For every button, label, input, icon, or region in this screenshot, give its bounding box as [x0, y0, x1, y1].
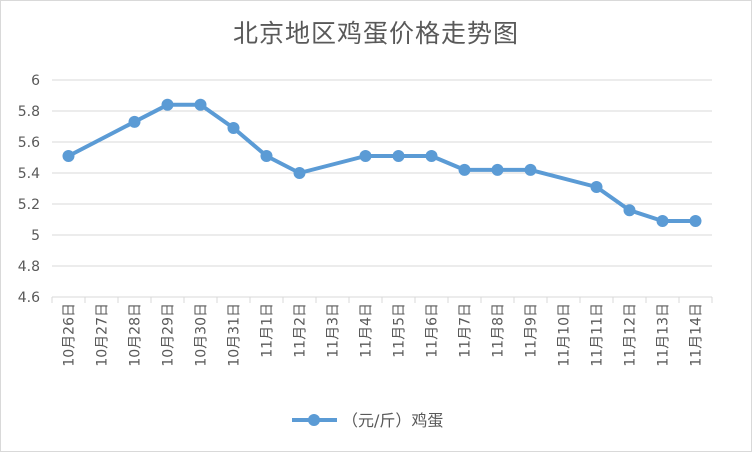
y-tick-label: 6 [31, 73, 40, 89]
data-point [260, 149, 273, 162]
x-tick-label: 11月4日 [359, 303, 375, 358]
data-point [227, 122, 240, 135]
x-tick-label: 11月7日 [458, 303, 474, 358]
data-point [491, 163, 504, 176]
series-layer [62, 98, 702, 228]
x-axis: 10月26日 10月27日 10月28日 10月29日 10月30日 10月31日 11月1… [51, 297, 713, 367]
data-point [524, 163, 537, 176]
chart-title: 北京地区鸡蛋价格走势图 [232, 19, 519, 48]
y-tick-label: 5.8 [18, 104, 40, 120]
y-axis-ticks: 4.6 4.8 5 5.2 5.4 5.6 5.8 6 [18, 73, 40, 306]
x-tick-label: 11月3日 [326, 303, 342, 358]
x-tick-label: 11月13日 [656, 303, 672, 367]
y-tick-label: 5 [31, 228, 40, 244]
x-tick-label: 11月1日 [260, 303, 276, 358]
x-tick-label: 11月8日 [491, 303, 507, 358]
x-tick-label: 11月12日 [623, 303, 639, 367]
y-tick-label: 5.4 [18, 166, 40, 182]
x-tick-label: 10月31日 [227, 303, 243, 367]
data-point [62, 149, 75, 162]
data-point [293, 167, 306, 179]
x-tick-label: 11月11日 [590, 303, 606, 367]
x-tick-label: 11月14日 [689, 303, 705, 367]
data-point [161, 98, 174, 111]
data-point [194, 98, 207, 111]
x-tick-label: 10月28日 [128, 303, 144, 367]
data-point [359, 149, 372, 162]
x-tick-label: 10月27日 [95, 303, 111, 367]
y-tick-label: 4.6 [18, 290, 40, 306]
x-tick-label: 10月29日 [161, 303, 177, 367]
data-point [689, 215, 702, 228]
y-tick-label: 5.2 [18, 197, 40, 213]
y-tick-label: 5.6 [18, 135, 40, 151]
x-tick-label: 11月5日 [392, 303, 408, 358]
x-tick-label: 10月26日 [62, 303, 78, 367]
gridlines [52, 79, 712, 298]
x-tick-label: 11月9日 [524, 303, 540, 358]
data-point [392, 149, 405, 162]
data-point [590, 180, 603, 193]
legend-marker [308, 414, 320, 426]
legend: （元/斤）鸡蛋 [292, 411, 443, 430]
data-point [656, 215, 669, 228]
x-tick-label: 11月10日 [557, 303, 573, 367]
x-tick-label: 11月2日 [293, 303, 309, 358]
x-tick-label: 11月6日 [425, 303, 441, 358]
x-tick-label: 10月30日 [194, 303, 210, 367]
data-point [425, 149, 438, 162]
legend-label: （元/斤）鸡蛋 [342, 411, 443, 430]
data-point [128, 115, 141, 128]
data-point [458, 163, 471, 176]
y-tick-label: 4.8 [18, 259, 40, 275]
data-point [623, 204, 636, 217]
